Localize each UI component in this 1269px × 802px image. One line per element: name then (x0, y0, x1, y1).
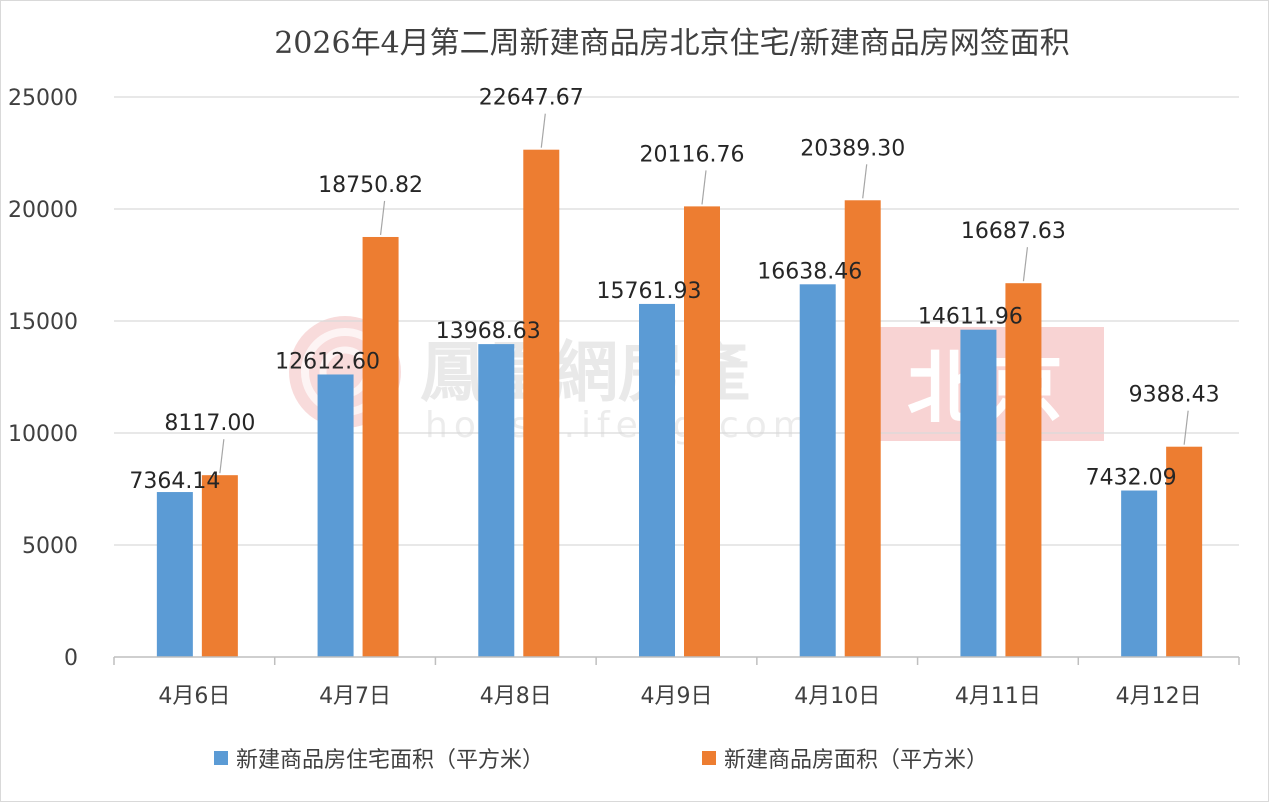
data-label: 14611.96 (918, 305, 1023, 330)
bar-total (1166, 446, 1203, 657)
x-tick-label: 4月8日 (480, 684, 552, 709)
bar-residential (1121, 490, 1158, 657)
y-axis-ticks: 0 5000 10000 15000 20000 25000 (8, 86, 78, 671)
chart-title: 2026年4月第二周新建商品房北京住宅/新建商品房网签面积 (274, 26, 1070, 61)
data-label: 18750.82 (318, 173, 423, 198)
data-label: 7364.14 (129, 469, 220, 494)
bars (156, 149, 1203, 658)
bar-residential (156, 492, 193, 657)
leader-line (540, 113, 546, 148)
y-tick-label: 20000 (8, 198, 78, 223)
data-label: 7432.09 (1086, 466, 1177, 491)
bar-residential (639, 303, 675, 657)
bar-total (844, 200, 881, 658)
bar-residential (799, 284, 836, 657)
y-tick-label: 0 (64, 646, 78, 671)
leader-line (219, 439, 225, 474)
x-tick-label: 4月7日 (319, 684, 391, 709)
bar-total (523, 149, 560, 657)
bar-total (1005, 283, 1042, 657)
leader-line (1022, 247, 1029, 282)
leader-line (862, 164, 868, 199)
bar-residential (960, 329, 997, 657)
bar-total (201, 475, 238, 657)
legend: 新建商品房住宅面积（平方米） 新建商品房面积（平方米） (214, 748, 988, 773)
x-tick-label: 4月6日 (158, 684, 230, 709)
y-tick-label: 15000 (8, 310, 78, 335)
data-label: 9388.43 (1129, 383, 1220, 408)
x-tick-label: 4月11日 (955, 684, 1041, 709)
data-label: 8117.00 (164, 411, 255, 436)
data-label: 20389.30 (800, 136, 905, 161)
legend-label: 新建商品房住宅面积（平方米） (236, 748, 544, 773)
legend-label: 新建商品房面积（平方米） (724, 748, 988, 773)
leader-line (1183, 410, 1189, 445)
leader-lines (219, 113, 1189, 474)
legend-swatch (214, 751, 228, 765)
leader-line (379, 200, 386, 236)
gridlines (114, 96, 1239, 546)
x-tick-label: 4月10日 (794, 684, 880, 709)
x-tick-label: 4月12日 (1116, 684, 1202, 709)
data-label: 20116.76 (640, 142, 745, 167)
bar-residential (317, 374, 354, 657)
y-tick-label: 25000 (8, 86, 78, 111)
x-axis (113, 656, 1240, 665)
bar-total (362, 236, 399, 657)
y-tick-label: 5000 (22, 534, 78, 559)
x-axis-ticks: 4月6日 4月7日 4月8日 4月9日 4月10日 4月11日 4月12日 (158, 684, 1201, 709)
data-label: 22647.67 (479, 86, 584, 111)
data-labels: 7364.14 12612.60 13968.63 15761.93 16638.46 1… (129, 86, 1219, 494)
data-label: 16687.63 (961, 219, 1066, 244)
data-label: 16638.46 (757, 259, 862, 284)
legend-swatch (702, 751, 716, 765)
leader-line (701, 170, 707, 205)
data-label: 13968.63 (436, 319, 541, 344)
data-label: 15761.93 (597, 279, 702, 304)
y-tick-label: 10000 (8, 422, 78, 447)
data-label: 12612.60 (275, 349, 380, 374)
bar-residential (478, 344, 515, 657)
bar-total (684, 206, 720, 657)
x-tick-label: 4月9日 (641, 684, 713, 709)
